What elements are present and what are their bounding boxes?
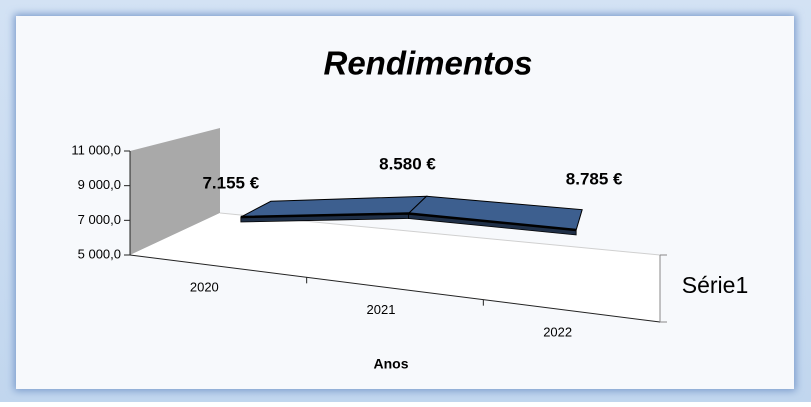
x-tick-label: 2021 — [367, 302, 396, 317]
y-tick-label: 9 000,0 — [78, 177, 121, 192]
x-axis-title: Anos — [374, 356, 409, 372]
x-axis — [129, 254, 661, 323]
series-name: Série1 — [682, 272, 748, 298]
data-label: 7.155 € — [202, 174, 259, 193]
x-tick-label: 2022 — [543, 324, 572, 339]
y-tick-label: 11 000,0 — [71, 142, 121, 157]
back-wall — [130, 128, 220, 255]
y-tick-label: 5 000,0 — [78, 246, 121, 261]
data-label: 8.785 € — [566, 169, 623, 188]
x-tick-label: 2020 — [190, 280, 219, 295]
floor — [130, 213, 660, 322]
data-label: 8.580 € — [379, 154, 436, 173]
y-tick-label: 7 000,0 — [78, 212, 121, 227]
chart-title: Rendimentos — [323, 45, 532, 82]
series-line — [240, 212, 577, 232]
